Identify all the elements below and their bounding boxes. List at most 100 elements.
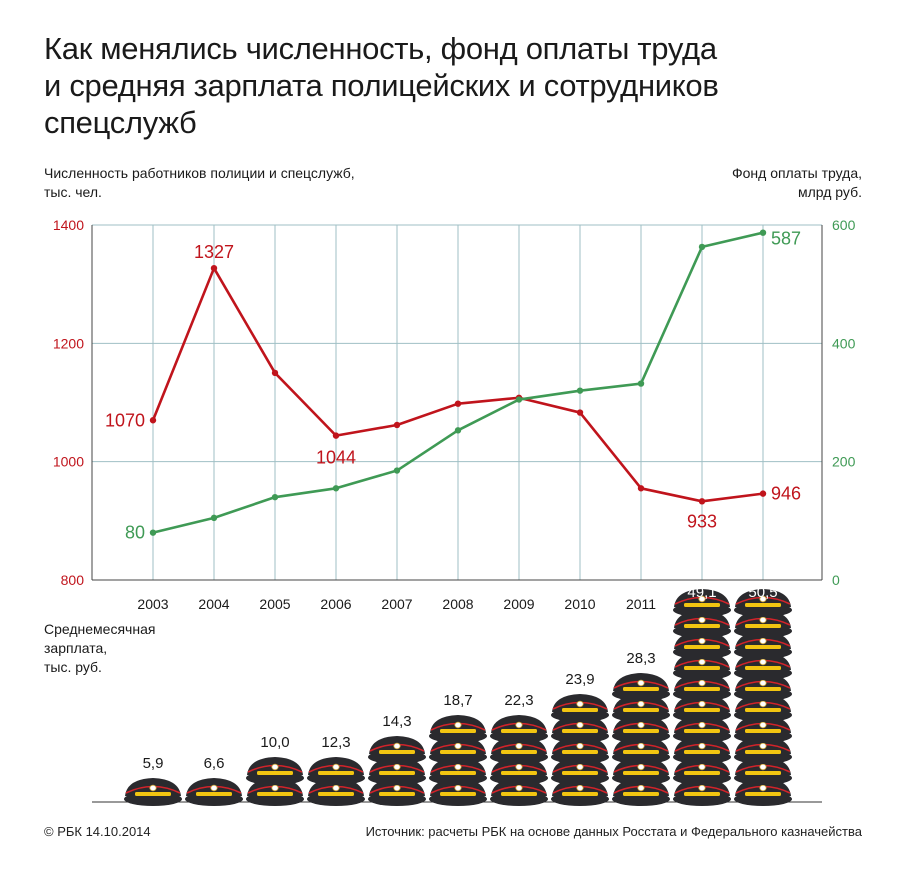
salary-value-label: 6,6 (204, 755, 225, 772)
cap-band (684, 792, 720, 796)
payroll-point (576, 387, 584, 394)
cap-band (623, 708, 659, 712)
cap-badge (332, 784, 340, 792)
cap-badge (698, 721, 706, 729)
cap-band (440, 792, 476, 796)
police-cap-icon (734, 589, 792, 617)
police-cap-icon (673, 589, 731, 617)
cap-badge (393, 742, 401, 750)
cap-badge (698, 700, 706, 708)
cap-badge (576, 784, 584, 792)
title-line-2: и средняя зарплата полицейских и сотрудн… (44, 68, 719, 103)
cap-badge (515, 784, 523, 792)
headcount-point (332, 432, 340, 439)
right-tick-label: 0 (832, 572, 840, 588)
left-tick-label: 1200 (53, 335, 84, 351)
headcount-data-label: 933 (687, 511, 717, 531)
headcount-point (759, 490, 767, 497)
headcount-data-label: 1070 (105, 410, 145, 430)
cap-band (379, 750, 415, 754)
cap-badge (515, 742, 523, 750)
cap-band (684, 603, 720, 607)
payroll-point (393, 467, 401, 474)
police-cap-icon (490, 715, 548, 743)
salary-value-label: 22,3 (504, 692, 533, 709)
copyright: © РБК 14.10.2014 (44, 824, 151, 839)
cap-badge (759, 700, 767, 708)
cap-badge (271, 763, 279, 771)
cap-badge (393, 763, 401, 771)
payroll-point (332, 485, 340, 492)
left-axis-title-line-2: тыс. чел. (44, 184, 102, 200)
payroll-point (515, 396, 523, 403)
salary-value-label: 18,7 (443, 692, 472, 709)
cap-band (684, 729, 720, 733)
left-axis-title: Численность работников полиции и спецслу… (44, 164, 355, 202)
cap-band (562, 729, 598, 733)
cap-badge (454, 742, 462, 750)
headcount-point (210, 264, 218, 272)
cap-badge (759, 595, 767, 603)
cap-badge (759, 784, 767, 792)
cap-badge (698, 658, 706, 666)
payroll-point (454, 427, 462, 434)
salary-title: Среднемесячная зарплата, тыс. руб. (44, 620, 155, 677)
cap-band (501, 729, 537, 733)
cap-badge (454, 784, 462, 792)
headcount-point (698, 498, 706, 505)
payroll-point (759, 229, 767, 236)
cap-band (684, 708, 720, 712)
headcount-point (149, 417, 157, 424)
salary-value-label: 10,0 (260, 734, 289, 751)
salary-value-label: 50,5 (748, 584, 777, 601)
cap-badge (271, 784, 279, 792)
cap-badge (759, 721, 767, 729)
cap-band (562, 771, 598, 775)
cap-badge (515, 721, 523, 729)
cap-badge (759, 763, 767, 771)
x-tick-label: 2003 (137, 596, 168, 612)
cap-band (440, 771, 476, 775)
police-cap-icon (124, 778, 182, 806)
cap-band (745, 603, 781, 607)
police-cap-icon (368, 736, 426, 764)
cap-band (562, 708, 598, 712)
cap-band (440, 729, 476, 733)
cap-band (562, 750, 598, 754)
payroll-point (637, 380, 645, 387)
right-tick-label: 600 (832, 217, 856, 233)
cap-band (684, 645, 720, 649)
cap-badge (698, 679, 706, 687)
payroll-point (149, 529, 157, 536)
cap-band (257, 771, 293, 775)
headcount-data-label: 1044 (316, 448, 356, 468)
left-tick-label: 1400 (53, 217, 84, 233)
right-axis-title: Фонд оплаты труда, млрд руб. (732, 164, 862, 202)
police-cap-icon (246, 757, 304, 785)
police-cap-icon (307, 757, 365, 785)
cap-band (379, 771, 415, 775)
cap-band (440, 750, 476, 754)
salary-title-line-2: зарплата, (44, 640, 108, 656)
cap-band (623, 771, 659, 775)
cap-badge (637, 700, 645, 708)
salary-title-line-1: Среднемесячная (44, 621, 156, 637)
headcount-point (576, 409, 584, 416)
salary-value-label: 14,3 (382, 713, 411, 730)
left-axis-title-line-1: Численность работников полиции и спецслу… (44, 165, 355, 181)
headcount-point (637, 485, 645, 492)
source-note: Источник: расчеты РБК на основе данных Р… (365, 824, 862, 839)
cap-band (745, 645, 781, 649)
cap-band (318, 792, 354, 796)
cap-band (684, 771, 720, 775)
salary-value-label: 12,3 (321, 734, 350, 751)
payroll-point (271, 493, 279, 501)
cap-badge (698, 616, 706, 624)
cap-badge (759, 679, 767, 687)
cap-band (257, 792, 293, 796)
cap-badge (637, 784, 645, 792)
cap-badge (698, 637, 706, 645)
cap-badge (759, 742, 767, 750)
x-tick-label: 2006 (320, 596, 351, 612)
payroll-point (210, 514, 218, 522)
